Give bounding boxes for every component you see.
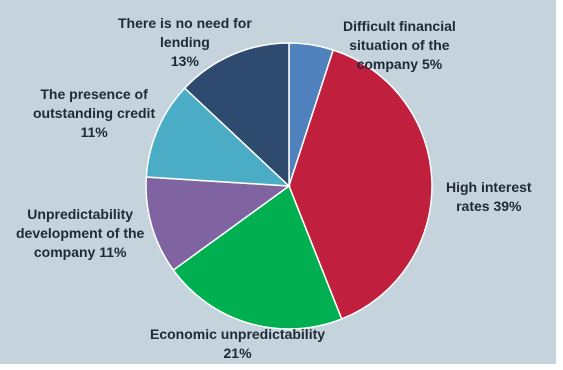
slice-label-economic-unpredictability: Economic unpredictability 21% xyxy=(150,326,326,361)
slice-no-need-lending xyxy=(183,42,290,188)
chart-frame: Difficult financial situation of the com… xyxy=(0,0,556,364)
slice-label-no-need-lending: There is no need for lending 13% xyxy=(118,15,252,69)
slice-label-unpredictability-development: Unpredictability development of the comp… xyxy=(16,206,145,260)
slice-label-outstanding-credit: The presence of outstanding credit 11% xyxy=(33,86,156,140)
slice-economic-unpredictability xyxy=(172,184,343,330)
pie-chart xyxy=(145,42,433,330)
slice-outstanding-credit xyxy=(145,87,292,187)
slice-label-high-interest: High interest rates 39% xyxy=(446,179,532,214)
slice-label-difficult-financial: Difficult financial situation of the com… xyxy=(343,18,456,72)
slice-unpredictability-development xyxy=(145,176,292,272)
slice-high-interest xyxy=(288,49,433,320)
